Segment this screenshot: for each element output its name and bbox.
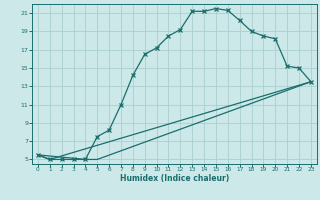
X-axis label: Humidex (Indice chaleur): Humidex (Indice chaleur) (120, 174, 229, 183)
